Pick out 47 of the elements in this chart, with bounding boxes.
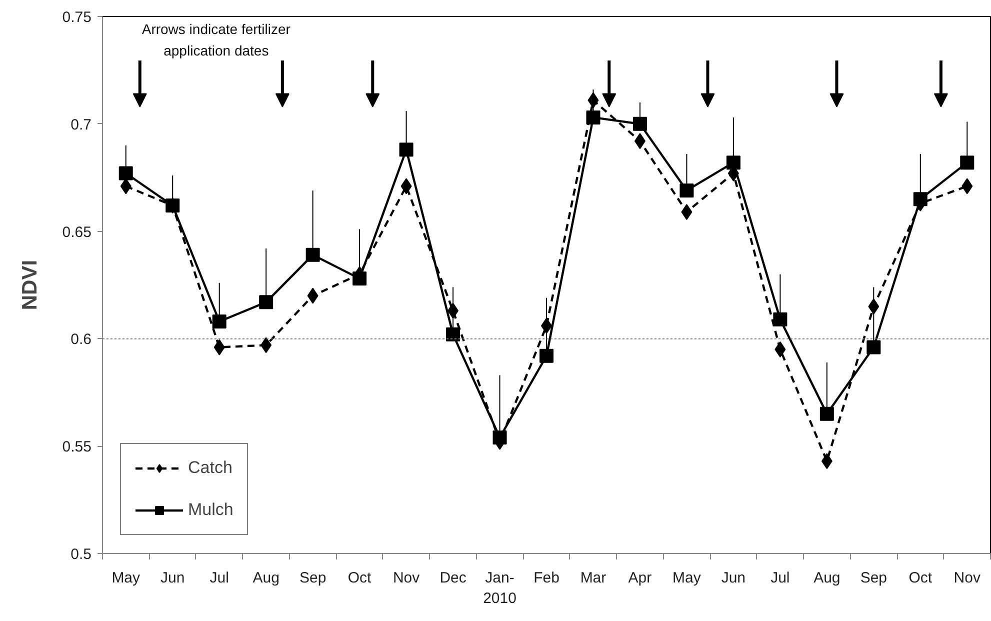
point (960, 156, 974, 170)
x-tick-label: Nov (392, 570, 420, 586)
x-tick-label: Dec (440, 570, 467, 586)
y-tick-label: 0.7 (70, 116, 92, 134)
legend-label: Catch (188, 458, 232, 478)
point (118, 166, 133, 180)
x-tick-label: Apr (628, 570, 652, 586)
point (540, 348, 554, 363)
y-tick-label: 0.65 (62, 224, 92, 241)
x-tick-label: Feb (534, 570, 560, 586)
point (866, 340, 881, 354)
point (352, 272, 367, 286)
x-tick-label: Sep (299, 570, 326, 586)
x-tick-label: Sep (860, 570, 888, 586)
x-tick-label: May (672, 570, 702, 586)
point (446, 327, 460, 342)
point (820, 406, 834, 421)
y-tick-label: 0.5 (70, 546, 92, 563)
x-tick-label: Oct (908, 570, 933, 586)
x-tick-label: Oct (348, 570, 372, 586)
annotation: Arrows indicate fertilizer application dates (142, 20, 291, 58)
x-tick-label: May (112, 570, 141, 586)
point (306, 248, 320, 262)
x-tick-label: Jul (770, 570, 790, 586)
point (632, 116, 647, 131)
y-tick-label: 0.55 (62, 438, 92, 456)
y-tick-label: 0.75 (62, 9, 92, 26)
x-tick-label: Aug (814, 570, 840, 586)
point (913, 192, 928, 206)
x-tick-label: Mar (580, 570, 606, 586)
x-tick-label: Jul (210, 570, 229, 586)
x-tick-label: Jan- 2010 (483, 570, 516, 607)
point (399, 142, 414, 157)
point (212, 314, 226, 329)
point (586, 110, 600, 124)
point (773, 312, 788, 326)
y-axis-title: NDVI (18, 260, 42, 310)
point (680, 183, 694, 198)
point (726, 156, 740, 170)
point (259, 295, 274, 310)
x-tick-label: Aug (252, 570, 280, 586)
x-tick-label: Nov (954, 570, 981, 586)
x-tick-label: Jun (721, 570, 746, 586)
y-tick-label: 0.6 (70, 331, 92, 348)
point (492, 430, 507, 445)
x-tick-label: Jun (160, 570, 185, 586)
legend-label: Mulch (188, 500, 234, 520)
